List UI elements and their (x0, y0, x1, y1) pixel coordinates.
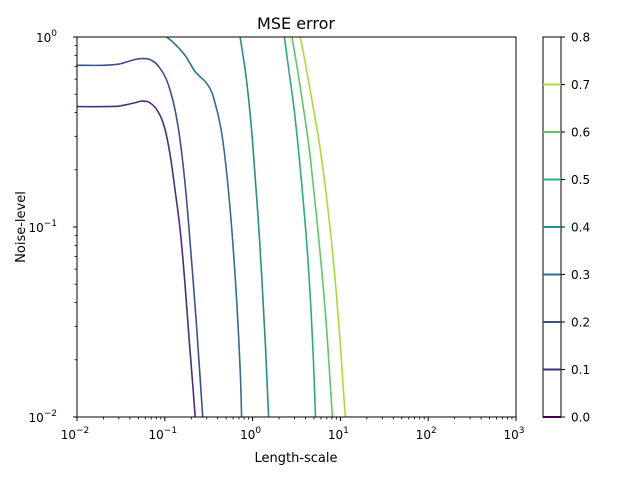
contour-line-0-1 (77, 100, 196, 417)
colorbar-tick-label: 0.7 (571, 78, 590, 92)
contour-line-0-3 (166, 37, 243, 417)
x-tick-label: 10−2 (61, 426, 90, 442)
chart-title: MSE error (257, 14, 335, 33)
colorbar-tick-label: 0.6 (571, 126, 590, 140)
colorbar-tick-label: 0.1 (571, 363, 590, 377)
colorbar-tick-label: 0.8 (571, 31, 590, 45)
colorbar: 0.0 0.1 0.2 0.3 0.4 0.5 0.6 0.7 0.8 (542, 31, 590, 425)
colorbar-tick-label: 0.5 (571, 173, 590, 187)
x-axis-label: Length-scale (254, 451, 337, 466)
x-tick-label: 102 (416, 426, 437, 442)
y-tick-label: 100 (36, 29, 57, 45)
contour-line-0-2 (77, 57, 204, 417)
y-axis-label: Noise-level (14, 191, 29, 263)
y-tick-label: 10−1 (28, 219, 57, 235)
contour-line-0-5 (283, 37, 317, 417)
x-tick-label: 100 (240, 426, 261, 442)
colorbar-tick-label: 0.2 (571, 316, 590, 330)
contour-line-0-7 (299, 37, 347, 417)
x-tick-label: 101 (328, 426, 349, 442)
colorbar-tick-label: 0.4 (571, 221, 590, 235)
x-tick-label: 103 (503, 426, 524, 442)
contour-line-0-4 (239, 37, 270, 417)
axes: 10−2 10−1 100 101 102 103 10−2 10−1 100 (28, 29, 524, 442)
contour-line-0-6 (291, 37, 334, 417)
colorbar-tick-label: 0.0 (571, 411, 590, 425)
y-tick-label: 10−2 (28, 409, 57, 425)
colorbar-tick-label: 0.3 (571, 268, 590, 282)
plot-area (77, 37, 347, 417)
x-tick-label: 10−1 (149, 426, 178, 442)
